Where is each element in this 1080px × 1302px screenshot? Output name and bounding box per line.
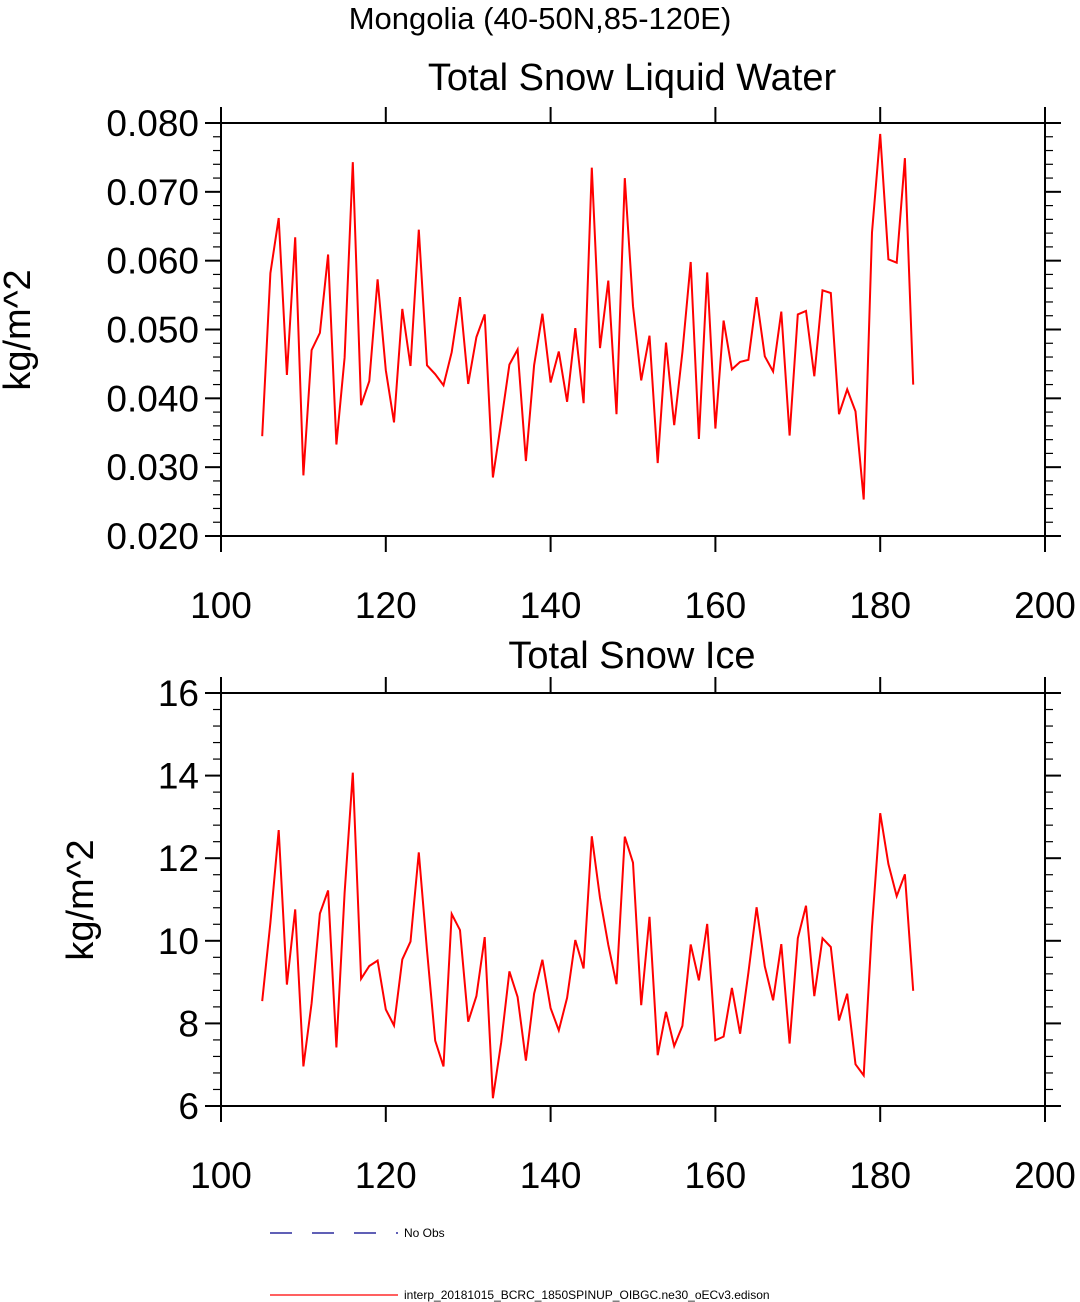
y-tick-label: 0.020	[106, 516, 199, 557]
legend-label-model: interp_20181015_BCRC_1850SPINUP_OIBGC.ne…	[404, 1288, 770, 1302]
chart-title: Total Snow Liquid Water	[428, 57, 837, 99]
y-tick-label: 0.030	[106, 447, 199, 488]
x-tick-label: 180	[849, 585, 911, 626]
chart-title: Total Snow Ice	[508, 635, 755, 677]
plot-frame	[220, 692, 1046, 1107]
y-tick-label: 12	[158, 838, 199, 879]
x-tick-label: 140	[520, 1155, 582, 1196]
y-axis-label: kg/m^2	[60, 839, 102, 960]
y-tick-label: 0.080	[106, 103, 199, 144]
series-line	[261, 772, 915, 1099]
y-tick-label: 6	[178, 1086, 199, 1127]
y-tick-label: 10	[158, 921, 199, 962]
x-tick-label: 200	[1014, 1155, 1076, 1196]
x-tick-label: 160	[685, 585, 747, 626]
x-tick-label: 100	[190, 585, 252, 626]
x-tick-label: 140	[520, 585, 582, 626]
y-tick-label: 8	[178, 1003, 199, 1044]
chart-snow-liquid-water: Total Snow Liquid Water kg/m^2 0.020 0.03…	[0, 57, 1076, 626]
figure-suptitle: Mongolia (40-50N,85-120E)	[349, 1, 732, 36]
y-tick-label: 0.050	[106, 310, 199, 351]
legend: No Obs interp_20181015_BCRC_1850SPINUP_O…	[270, 1226, 770, 1302]
x-tick-label: 120	[355, 1155, 417, 1196]
x-tick-label: 120	[355, 585, 417, 626]
y-axis-label: kg/m^2	[0, 269, 39, 390]
y-tick-label: 0.040	[106, 378, 199, 419]
plot-frame	[220, 122, 1046, 537]
y-tick-label: 0.070	[106, 172, 199, 213]
y-tick-label: 0.060	[106, 241, 199, 282]
legend-label-no-obs: No Obs	[404, 1226, 445, 1240]
x-tick-label: 100	[190, 1155, 252, 1196]
y-tick-label: 16	[158, 673, 199, 714]
x-tick-label: 200	[1014, 585, 1076, 626]
y-tick-label: 14	[158, 756, 199, 797]
chart-snow-ice: Total Snow Ice kg/m^2 6 8 10 12 14 16 100 120 14…	[60, 635, 1076, 1196]
x-tick-label: 180	[849, 1155, 911, 1196]
x-tick-label: 160	[685, 1155, 747, 1196]
series-line	[261, 133, 915, 500]
